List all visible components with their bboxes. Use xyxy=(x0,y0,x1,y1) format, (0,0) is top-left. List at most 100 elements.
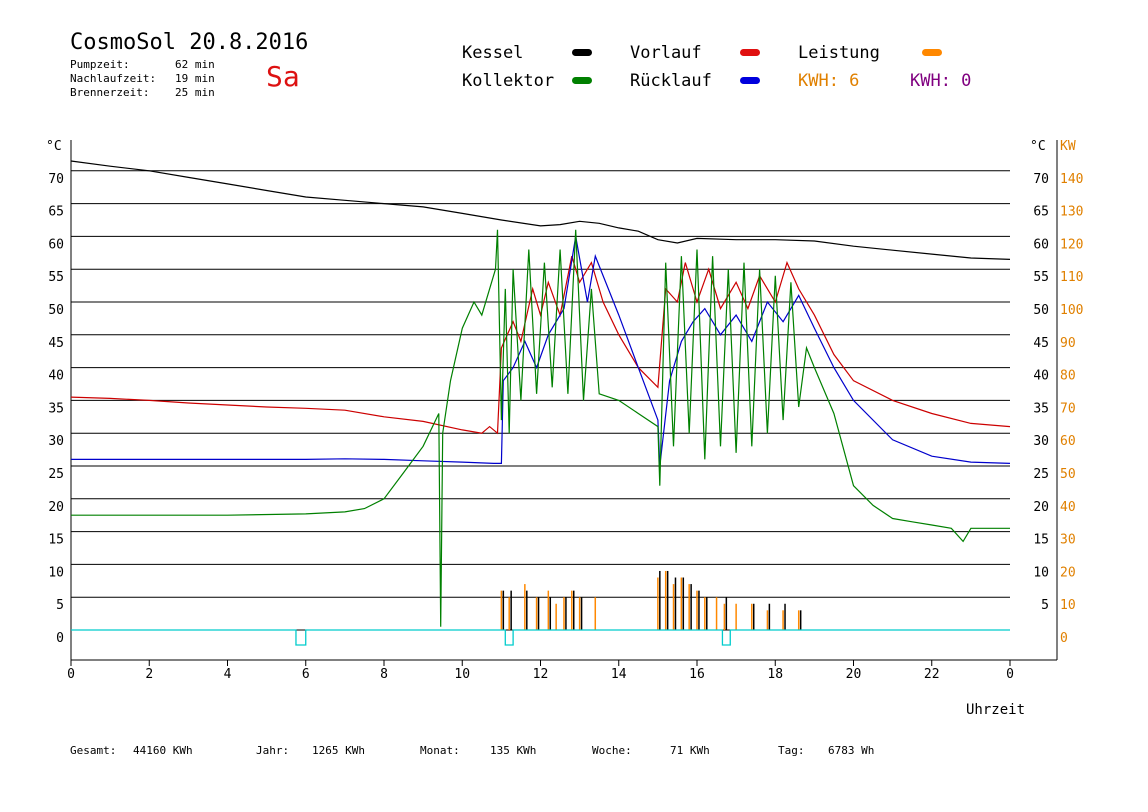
legend-kessel: Kessel xyxy=(462,43,524,63)
x-tick-label: 8 xyxy=(380,667,388,682)
x-tick-label: 12 xyxy=(533,667,549,682)
footer-tag-value: 6783 Wh xyxy=(828,744,875,757)
y-tick-label-left: 70 xyxy=(48,172,64,187)
y-power-label: 120 xyxy=(1060,237,1083,252)
axis-layer xyxy=(70,140,1058,666)
y-tick-label-right: 55 xyxy=(1033,270,1049,285)
legend-kollektor: Kollektor xyxy=(462,71,555,91)
series-layer xyxy=(70,160,1011,646)
footer-gesamt-label: Gesamt: xyxy=(70,744,117,757)
y-tick-label-right: 30 xyxy=(1033,434,1049,449)
y-tick-label-left: 55 xyxy=(48,270,64,285)
nachlauf-time-label: Nachlaufzeit: xyxy=(70,72,157,85)
y-tick-label-right: 50 xyxy=(1033,303,1049,318)
y-tick-label-right: 10 xyxy=(1033,565,1049,580)
pump-time-label: Pumpzeit: xyxy=(70,58,130,71)
y-tick-label-right: 40 xyxy=(1033,369,1049,384)
x-tick-label: 6 xyxy=(302,667,310,682)
series-vorlauf xyxy=(70,255,1011,435)
series-kessel xyxy=(70,160,1011,260)
y-tick-label-left: 25 xyxy=(48,467,64,482)
x-axis-label: Uhrzeit xyxy=(966,702,1026,718)
footer-woche-value: 71 KWh xyxy=(670,744,710,757)
y-power-label: 140 xyxy=(1060,172,1083,187)
legend-vorlauf-swatch xyxy=(740,49,760,56)
y-unit-right: °C xyxy=(1030,139,1046,154)
y-power-label: 60 xyxy=(1060,434,1076,449)
footer-jahr-label: Jahr: xyxy=(256,744,290,757)
x-tick-label: 10 xyxy=(454,667,470,682)
series-ruecklauf xyxy=(71,236,1011,467)
y-tick-label-right: 45 xyxy=(1033,336,1049,351)
y-tick-label-left: 50 xyxy=(48,303,64,318)
footer-jahr-value: 1265 KWh xyxy=(312,744,365,757)
x-tick-label: 4 xyxy=(224,667,232,682)
footer-monat-label: Monat: xyxy=(420,744,460,757)
y-tick-label-right: 35 xyxy=(1033,401,1049,416)
weekday-label: Sa xyxy=(266,60,300,93)
x-tick-label: 20 xyxy=(846,667,862,682)
footer-gesamt-value: 44160 KWh xyxy=(133,744,193,757)
y-tick-label-right: 25 xyxy=(1033,467,1049,482)
x-tick-label: 16 xyxy=(689,667,705,682)
y-tick-label-right: 65 xyxy=(1033,205,1049,220)
y-tick-label-left: 60 xyxy=(48,237,64,252)
y-power-label: 50 xyxy=(1060,467,1076,482)
legend-leistung: Leistung xyxy=(798,43,880,63)
y-power-label: 110 xyxy=(1060,270,1083,285)
chart-title: CosmoSol 20.8.2016 xyxy=(70,30,309,55)
x-tick-label: 0 xyxy=(67,667,75,682)
pump-time-value: 62 min xyxy=(175,58,215,71)
legend-ruecklauf: Rücklauf xyxy=(630,71,712,91)
y-power-label: 10 xyxy=(1060,598,1076,613)
y-power-label: 130 xyxy=(1060,205,1083,220)
series-pump xyxy=(71,629,1010,646)
legend-leistung-swatch xyxy=(922,49,942,56)
y-tick-label-left: 40 xyxy=(48,369,64,384)
y-tick-label-right: 70 xyxy=(1033,172,1049,187)
y-power-label: 20 xyxy=(1060,565,1076,580)
y-tick-label-left: 15 xyxy=(48,533,64,548)
y-tick-label-left: 35 xyxy=(48,401,64,416)
footer-woche-label: Woche: xyxy=(592,744,632,757)
y-tick-label-right: 15 xyxy=(1033,533,1049,548)
y-tick-label-right: 60 xyxy=(1033,237,1049,252)
x-tick-label: 22 xyxy=(924,667,940,682)
y-unit-power: KW xyxy=(1060,139,1076,154)
footer-tag-label: Tag: xyxy=(778,744,805,757)
y-tick-label-left: 65 xyxy=(48,205,64,220)
grid-layer xyxy=(71,170,1010,631)
brenner-time-value: 25 min xyxy=(175,86,215,99)
y-power-label: 40 xyxy=(1060,500,1076,515)
y-power-label: 90 xyxy=(1060,336,1076,351)
kwh-orange: KWH: 6 xyxy=(798,71,860,91)
x-tick-label: 14 xyxy=(611,667,627,682)
legend-ruecklauf-swatch xyxy=(740,77,760,84)
y-power-label: 80 xyxy=(1060,369,1076,384)
y-power-label: 0 xyxy=(1060,631,1068,646)
legend-kollektor-swatch xyxy=(572,77,592,84)
kwh-purple: KWH: 0 xyxy=(910,71,972,91)
y-tick-label-left: 30 xyxy=(48,434,64,449)
y-power-label: 100 xyxy=(1060,303,1083,318)
y-tick-label-left: 0 xyxy=(56,631,64,646)
x-tick-label: 18 xyxy=(767,667,783,682)
brenner-time-label: Brennerzeit: xyxy=(70,86,150,99)
y-tick-label-right: 5 xyxy=(1041,598,1049,613)
series-kollektor xyxy=(71,229,1010,627)
y-tick-label-left: 45 xyxy=(48,336,64,351)
x-tick-label: 2 xyxy=(145,667,153,682)
y-power-label: 70 xyxy=(1060,401,1076,416)
label-layer: 0 2 4 6 8 10 12 14 16 18 20 22 0 0 5 10 15 20 25 30 35 40 45 50… xyxy=(46,139,1083,682)
footer-monat-value: 135 KWh xyxy=(490,744,537,757)
y-tick-label-right: 20 xyxy=(1033,500,1049,515)
y-tick-label-left: 10 xyxy=(48,565,64,580)
x-tick-label: 0 xyxy=(1006,667,1014,682)
y-power-label: 30 xyxy=(1060,533,1076,548)
legend-kessel-swatch xyxy=(572,49,592,56)
nachlauf-time-value: 19 min xyxy=(175,72,215,85)
legend-vorlauf: Vorlauf xyxy=(630,43,702,63)
y-tick-label-left: 20 xyxy=(48,500,64,515)
y-unit-left: °C xyxy=(46,139,62,154)
